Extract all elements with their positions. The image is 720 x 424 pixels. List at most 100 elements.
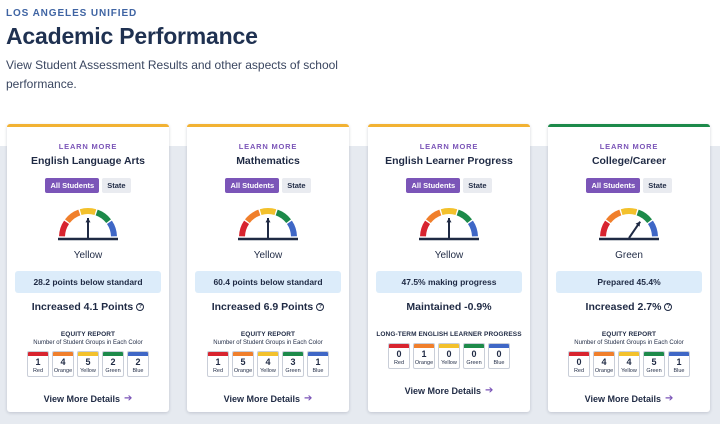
equity-count: 1: [315, 357, 321, 367]
gauge-segment: [467, 220, 478, 237]
equity-count: 0: [576, 357, 582, 367]
info-icon[interactable]: ?: [664, 303, 673, 311]
equity-label: Blue: [673, 368, 685, 374]
gauge-segment: [286, 220, 297, 237]
equity-color-bar: [389, 344, 409, 348]
equity-color-bar: [464, 344, 484, 348]
equity-color-bar: [103, 352, 123, 356]
state-button[interactable]: State: [463, 178, 492, 193]
status-box: 47.5% making progress: [376, 271, 522, 293]
equity-label: Orange: [414, 360, 434, 366]
equity-color-bar: [28, 352, 48, 356]
equity-color-bar: [414, 344, 434, 348]
gauge-svg: [419, 208, 479, 241]
performance-gauge-icon: [187, 203, 349, 243]
equity-color-bar: [619, 352, 639, 356]
view-more-details-link[interactable]: View More Details ➔: [368, 385, 530, 396]
equity-color-bar: [569, 352, 589, 356]
equity-color-bar: [669, 352, 689, 356]
equity-label: Red: [212, 368, 224, 374]
card-title: Mathematics: [236, 155, 300, 167]
equity-label: Red: [393, 360, 405, 366]
state-button[interactable]: State: [643, 178, 672, 193]
gauge-level: Green: [615, 250, 643, 261]
gauge-level: Yellow: [253, 250, 283, 261]
equity-count: 0: [471, 349, 477, 359]
info-icon[interactable]: ?: [136, 303, 145, 311]
change-indicator: Maintained -0.9%: [368, 301, 530, 313]
gauge-segment: [647, 220, 658, 237]
equity-label: Blue: [132, 368, 144, 374]
change-text: Increased 6.9 Points: [211, 301, 314, 313]
card-english-learner-progress: LEARN MORE English Learner Progress All …: [368, 124, 530, 412]
equity-label: Blue: [493, 360, 505, 366]
gauge-needle-head: [635, 221, 641, 227]
page-header: LOS ANGELES UNIFIED Academic Performance…: [6, 8, 406, 94]
view-more-details-link[interactable]: View More Details ➔: [548, 393, 710, 404]
equity-count: 4: [601, 357, 607, 367]
gauge-segment: [420, 220, 431, 237]
status-box: Prepared 45.4%: [556, 271, 702, 293]
all-students-button[interactable]: All Students: [406, 178, 461, 193]
equity-cell-green: 3 Green: [282, 351, 304, 377]
equity-cell-blue: 2 Blue: [127, 351, 149, 377]
equity-count: 2: [110, 357, 116, 367]
equity-color-bar: [53, 352, 73, 356]
learn-more-link[interactable]: LEARN MORE: [58, 142, 118, 151]
equity-cell-blue: 0 Blue: [488, 343, 510, 369]
equity-row: 0 Red 1 Orange 0 Yellow 0 Green 0 Blue: [368, 343, 530, 369]
equity-label: Yellow: [260, 368, 276, 374]
card-title: English Learner Progress: [385, 155, 513, 167]
state-button[interactable]: State: [282, 178, 311, 193]
equity-color-bar: [439, 344, 459, 348]
equity-subtitle: Number of Student Groups in Each Color: [574, 340, 684, 346]
gauge-segment: [636, 209, 653, 224]
info-icon[interactable]: ?: [316, 303, 325, 311]
gauge-needle-head: [265, 218, 271, 223]
equity-label: Blue: [312, 368, 324, 374]
view-more-details-link[interactable]: View More Details ➔: [187, 393, 349, 404]
equity-label: Green: [105, 368, 121, 374]
gauge-svg: [599, 208, 659, 241]
learn-more-link[interactable]: LEARN MORE: [599, 142, 659, 151]
gauge-segment: [456, 209, 473, 224]
equity-count: 3: [290, 357, 296, 367]
equity-label: Green: [285, 368, 301, 374]
arrow-right-icon: ➔: [123, 393, 133, 404]
equity-title: EQUITY REPORT: [60, 331, 116, 338]
gauge-segment: [425, 209, 442, 224]
gauge-segment: [106, 220, 117, 237]
details-text: View More Details: [404, 385, 481, 396]
state-button[interactable]: State: [102, 178, 131, 193]
equity-count: 4: [60, 357, 66, 367]
change-indicator: Increased 6.9 Points ?: [187, 301, 349, 313]
equity-cell-yellow: 5 Yellow: [77, 351, 99, 377]
equity-count: 0: [396, 349, 402, 359]
equity-cell-blue: 1 Blue: [307, 351, 329, 377]
student-toggle: All Students State: [548, 178, 710, 193]
equity-label: Green: [646, 368, 662, 374]
student-toggle: All Students State: [7, 178, 169, 193]
gauge-segment: [600, 220, 611, 237]
learn-more-link[interactable]: LEARN MORE: [238, 142, 298, 151]
all-students-button[interactable]: All Students: [225, 178, 280, 193]
equity-cell-orange: 4 Orange: [52, 351, 74, 377]
all-students-button[interactable]: All Students: [586, 178, 641, 193]
gauge-segment: [59, 220, 70, 237]
learn-more-link[interactable]: LEARN MORE: [419, 142, 479, 151]
equity-label: Yellow: [441, 360, 457, 366]
equity-label: Orange: [53, 368, 73, 374]
equity-cell-orange: 1 Orange: [413, 343, 435, 369]
equity-color-bar: [308, 352, 328, 356]
all-students-button[interactable]: All Students: [45, 178, 100, 193]
view-more-details-link[interactable]: View More Details ➔: [7, 393, 169, 404]
equity-title: EQUITY REPORT: [240, 331, 296, 338]
change-text: Maintained -0.9%: [406, 301, 492, 313]
gauge-segment: [259, 208, 277, 215]
details-text: View More Details: [43, 393, 120, 404]
equity-color-bar: [258, 352, 278, 356]
details-text: View More Details: [223, 393, 300, 404]
gauge-svg: [58, 208, 118, 241]
equity-color-bar: [283, 352, 303, 356]
status-box: 60.4 points below standard: [195, 271, 341, 293]
